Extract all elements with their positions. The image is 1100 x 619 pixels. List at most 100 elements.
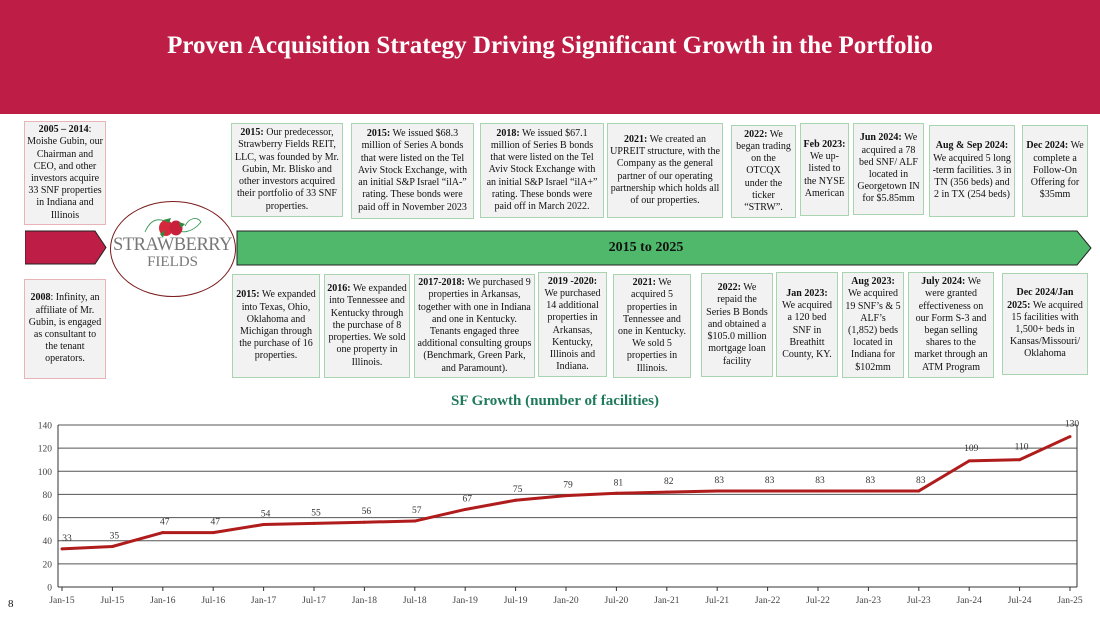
data-label: 57	[412, 506, 422, 516]
box-text: We acquired 19 SNF’s & 5 ALF’s (1,852) b…	[845, 288, 901, 373]
data-point	[816, 489, 820, 493]
timeline-bottom-box: 2021: We acquired 5 properties in Tennes…	[613, 274, 691, 378]
box-text: We purchased 9 properties in Arkansas, t…	[417, 277, 532, 374]
timeline-pre-bottom-box: 2008: Infinity, an affiliate of Mr. Gubi…	[24, 279, 106, 379]
box-title: 2015:	[366, 128, 391, 140]
box-text: Our predecessor, Strawberry Fields REIT,…	[235, 127, 339, 212]
box-title: Jun 2024:	[859, 132, 902, 144]
y-tick-label: 80	[43, 491, 53, 501]
x-tick-label: Jul-18	[403, 596, 427, 606]
timeline-bottom-box: 2015: We expanded into Texas, Ohio, Okla…	[232, 274, 320, 378]
data-point	[362, 520, 366, 524]
box-text: We acquired a 78 bed SNF/ ALF located in…	[857, 132, 920, 205]
data-label: 67	[462, 494, 472, 504]
data-point	[715, 489, 719, 493]
x-tick-label: Jul-24	[1008, 596, 1032, 606]
box-text: Moishe Gubin, our Chairman and CEO, and …	[27, 136, 103, 221]
box-text: We expanded into Texas, Ohio, Oklahoma a…	[239, 289, 316, 362]
data-point	[312, 521, 316, 525]
x-tick-label: Jan-23	[856, 596, 882, 606]
x-tick-label: Jul-22	[806, 596, 830, 606]
data-point	[514, 498, 518, 502]
box-text: We complete a Follow-On Offering for $35…	[1030, 140, 1084, 201]
timeline-bottom-box: July 2024: We were granted effectiveness…	[908, 272, 994, 378]
box-title: Aug & Sep 2024:	[935, 140, 1009, 152]
x-tick-label: Jul-16	[201, 596, 225, 606]
timeline-bottom-box: 2022: We repaid the Series B Bonds and o…	[701, 273, 773, 377]
x-tick-label: Jan-25	[1057, 596, 1083, 606]
timeline-bottom-box: 2017-2018: We purchased 9 properties in …	[414, 274, 535, 378]
timeline-bottom-box: 2019 -2020: We purchased 14 additional p…	[538, 272, 607, 377]
data-label: 47	[160, 518, 170, 528]
data-point	[413, 519, 417, 523]
x-tick-label: Jan-15	[49, 596, 75, 606]
page-number: 8	[8, 598, 14, 610]
data-label: 35	[110, 532, 120, 542]
data-label: 47	[210, 518, 220, 528]
logo-text-strawberry: STRAWBERRY	[113, 235, 232, 255]
y-tick-label: 100	[38, 468, 53, 478]
data-label: 109	[964, 444, 979, 454]
x-tick-label: Jul-19	[504, 596, 528, 606]
box-title: 2021:	[623, 133, 648, 145]
timeline-top-box: 2018: We issued $67.1 million of Series …	[480, 123, 604, 218]
y-tick-label: 40	[43, 537, 53, 547]
data-point	[1068, 435, 1072, 439]
box-title: Feb 2023:	[803, 138, 846, 150]
data-label: 82	[664, 477, 674, 487]
data-label: 75	[513, 485, 523, 495]
box-title: 2017-2018:	[418, 277, 465, 289]
box-title: 2018:	[496, 127, 520, 139]
data-point	[866, 489, 870, 493]
data-label: 83	[815, 476, 825, 486]
growth-line-chart: 0 20 40 60 80 100 120 140 Jan-15 Jul-15 Jan-16 Jul-…	[38, 420, 1083, 606]
box-title: 2022:	[744, 128, 768, 140]
timeline-top-box: Feb 2023: We up-listed to the NYSE Ameri…	[800, 123, 849, 216]
data-point	[766, 489, 770, 493]
box-text: We issued $67.1 million of Series B bond…	[486, 127, 598, 212]
timeline-top-box: 2015: We issued $68.3 million of Series …	[351, 123, 474, 219]
box-title: Aug 2023:	[851, 276, 895, 288]
x-tick-label: Jul-20	[605, 596, 629, 606]
timeline-bottom-box: Jan 2023: We acquired a 120 bed SNF in B…	[776, 272, 838, 377]
box-text: We acquired 15 facilities with 1,500+ be…	[1010, 299, 1083, 360]
data-point	[614, 491, 618, 495]
timeline-top-box: Aug & Sep 2024: We acquired 5 long -term…	[929, 125, 1015, 217]
data-point	[917, 489, 921, 493]
x-tick-label: Jan-20	[553, 596, 579, 606]
box-title: Jan 2023:	[786, 287, 828, 299]
data-point	[564, 494, 568, 498]
box-text: We repaid the Series B Bonds and obtaine…	[706, 282, 768, 367]
data-label: 83	[866, 476, 876, 486]
data-point	[262, 523, 266, 527]
data-label: 54	[261, 510, 271, 520]
box-text: We up-listed to the NYSE American	[804, 151, 845, 199]
y-tick-label: 120	[38, 445, 53, 455]
x-tick-label: Jul-23	[907, 596, 931, 606]
box-title: Dec 2024/Jan 2025:	[1007, 287, 1074, 311]
x-tick-label: Jan-18	[352, 596, 378, 606]
box-title: 2008	[30, 292, 51, 304]
timeline-bottom-box: 2016: We expanded into Tennessee and Ken…	[324, 274, 410, 378]
timeline-top-box: 2022: We began trading on the OTCQX unde…	[731, 125, 796, 218]
box-text: Infinity, an affiliate of Mr. Gubin, is …	[28, 292, 102, 365]
timeline-top-box: 2021: We created an UPREIT structure, wi…	[607, 123, 723, 218]
timeline-top-box: Dec 2024: We complete a Follow-On Offeri…	[1022, 125, 1088, 217]
data-point	[967, 459, 971, 463]
box-text: We created an UPREIT structure, with the…	[610, 133, 720, 206]
x-tick-label: Jan-17	[251, 596, 277, 606]
data-point	[665, 490, 669, 494]
data-label: 83	[765, 476, 775, 486]
box-title: Dec 2024:	[1026, 140, 1069, 152]
company-logo: STRAWBERRY FIELDS	[110, 201, 236, 297]
timeline-bottom-box: Aug 2023: We acquired 19 SNF’s & 5 ALF’s…	[842, 272, 904, 378]
box-text: We expanded into Tennessee and Kentucky …	[328, 283, 407, 368]
timeline-pre-top-box: 2005 – 2014: Moishe Gubin, our Chairman …	[24, 121, 106, 225]
data-label: 110	[1015, 443, 1029, 453]
box-text: We began trading on the OTCQX under the …	[736, 128, 791, 213]
logo-text-fields: FIELDS	[147, 254, 198, 270]
box-title: 2022:	[717, 282, 741, 294]
box-title: 2005 – 2014	[38, 124, 89, 136]
box-text: We acquired 5 properties in Tennessee an…	[618, 277, 686, 374]
data-label: 83	[714, 476, 724, 486]
